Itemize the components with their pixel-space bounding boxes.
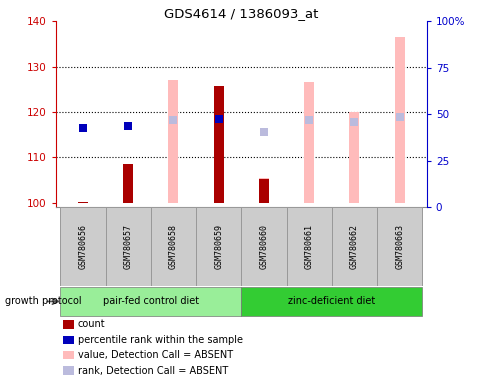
Text: value, Detection Call = ABSENT: value, Detection Call = ABSENT bbox=[77, 350, 232, 360]
Text: GSM780662: GSM780662 bbox=[349, 224, 358, 269]
Text: zinc-deficient diet: zinc-deficient diet bbox=[287, 296, 375, 306]
Text: GSM780663: GSM780663 bbox=[394, 224, 403, 269]
Bar bbox=[258, 178, 268, 203]
Point bbox=[214, 116, 222, 122]
Point bbox=[304, 117, 312, 123]
Point bbox=[79, 125, 87, 131]
Bar bbox=[376, 207, 422, 286]
Bar bbox=[394, 37, 404, 203]
Bar bbox=[286, 207, 331, 286]
Point bbox=[124, 122, 132, 129]
Text: GSM780657: GSM780657 bbox=[123, 224, 133, 269]
Text: rank, Detection Call = ABSENT: rank, Detection Call = ABSENT bbox=[77, 366, 227, 376]
Bar bbox=[168, 80, 178, 203]
Bar bbox=[241, 287, 422, 316]
Text: GSM780659: GSM780659 bbox=[214, 224, 223, 269]
Bar bbox=[331, 207, 376, 286]
Bar bbox=[151, 207, 196, 286]
Bar bbox=[241, 207, 286, 286]
Title: GDS4614 / 1386093_at: GDS4614 / 1386093_at bbox=[164, 7, 318, 20]
Bar bbox=[303, 83, 314, 203]
Text: count: count bbox=[77, 319, 105, 329]
Text: pair-fed control diet: pair-fed control diet bbox=[103, 296, 198, 306]
Point bbox=[350, 119, 358, 126]
Point bbox=[214, 116, 222, 122]
Bar bbox=[60, 287, 241, 316]
Bar bbox=[123, 164, 133, 203]
Bar bbox=[60, 207, 106, 286]
Text: GSM780660: GSM780660 bbox=[259, 224, 268, 269]
Bar bbox=[258, 179, 268, 203]
Bar bbox=[348, 112, 359, 203]
Point bbox=[169, 117, 177, 123]
Bar bbox=[78, 202, 88, 203]
Text: GSM780661: GSM780661 bbox=[304, 224, 313, 269]
Text: GSM780656: GSM780656 bbox=[78, 224, 87, 269]
Bar bbox=[213, 86, 223, 203]
Point bbox=[259, 129, 267, 136]
Bar bbox=[106, 207, 151, 286]
Text: growth protocol: growth protocol bbox=[5, 296, 81, 306]
Bar bbox=[196, 207, 241, 286]
Text: percentile rank within the sample: percentile rank within the sample bbox=[77, 335, 242, 345]
Point bbox=[395, 113, 403, 119]
Text: GSM780658: GSM780658 bbox=[168, 224, 178, 269]
